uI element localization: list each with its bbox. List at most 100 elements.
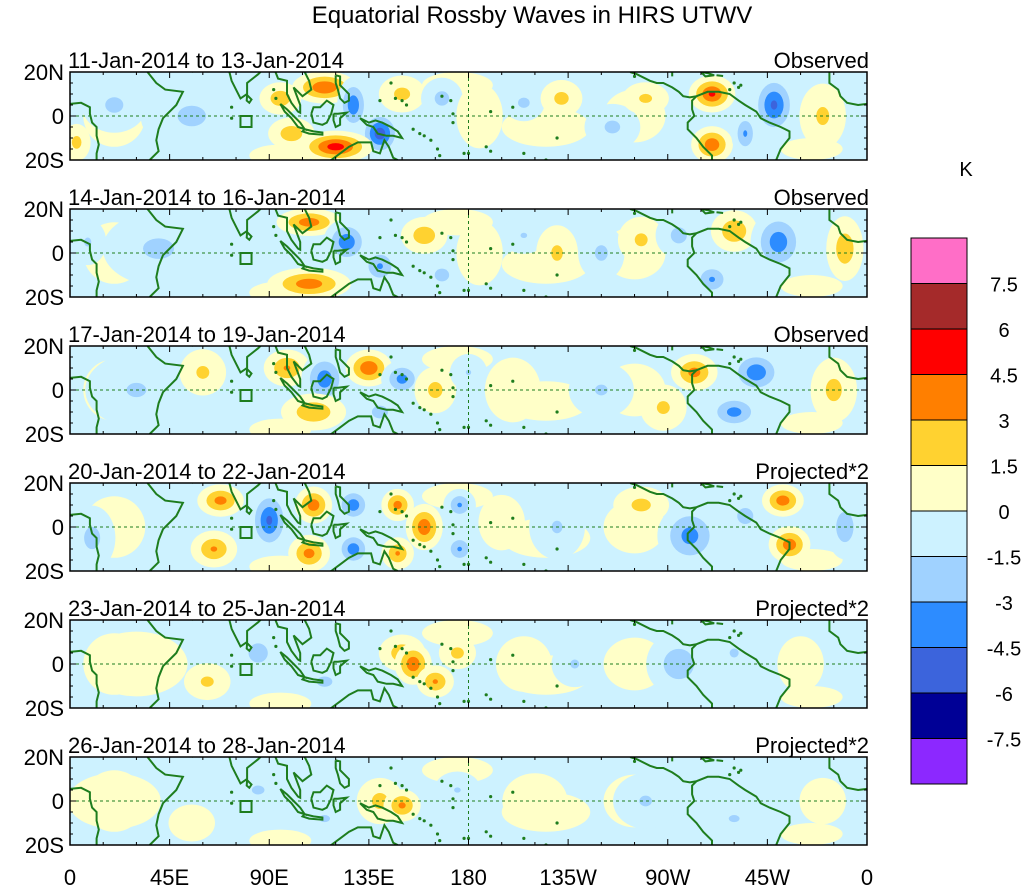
- y-tick-label: 20N: [24, 471, 64, 496]
- coastline: [828, 483, 867, 518]
- island-dot: [272, 362, 276, 366]
- region-box-marker: [239, 115, 253, 128]
- island-dot: [422, 271, 426, 275]
- island-dot: [418, 680, 422, 684]
- coastline: [716, 485, 724, 488]
- island-dot: [449, 373, 453, 377]
- colorbar-swatch: [910, 374, 968, 421]
- island-dot: [230, 527, 234, 531]
- coastlines: [70, 209, 867, 297]
- colorbar-swatch: [910, 328, 968, 375]
- coastline: [334, 485, 350, 516]
- coastline: [828, 209, 867, 244]
- island-dot: [378, 510, 382, 514]
- island-dot: [522, 151, 526, 155]
- island-dot: [422, 819, 426, 823]
- coastline: [686, 95, 713, 160]
- panel-type-label: Observed: [774, 48, 869, 73]
- island-dot: [429, 412, 433, 416]
- island-dot: [484, 282, 488, 286]
- island-dot: [393, 644, 398, 649]
- panel-period-label: 11-Jan-2014 to 13-Jan-2014: [68, 48, 344, 73]
- coastline: [300, 402, 324, 410]
- coastline: [334, 74, 350, 105]
- coastline: [696, 775, 791, 845]
- island-dot: [422, 134, 426, 138]
- island-dot: [484, 419, 488, 423]
- anomaly-cell: [691, 260, 733, 297]
- anomaly-field: [70, 72, 846, 160]
- island-dot: [400, 647, 404, 651]
- coastline: [227, 483, 262, 511]
- coastline: [671, 620, 674, 625]
- island-dot: [400, 236, 404, 240]
- anomaly-cell: [179, 349, 227, 396]
- island-dot: [451, 258, 455, 262]
- island-dot: [489, 423, 493, 427]
- island-dot: [411, 264, 415, 268]
- coastline: [671, 72, 674, 77]
- island-dot: [466, 836, 471, 841]
- coastline: [359, 391, 405, 414]
- island-dot: [411, 675, 415, 679]
- island-dot: [393, 507, 398, 511]
- coastline: [300, 813, 324, 821]
- coastline: [828, 620, 867, 655]
- anomaly-cell: [443, 488, 476, 522]
- island-dot: [274, 507, 278, 511]
- coastline: [310, 647, 335, 674]
- coastline: [332, 385, 350, 403]
- island-dot: [736, 85, 741, 89]
- x-tick-label: 180: [450, 865, 487, 890]
- island-dot: [466, 151, 471, 155]
- panel-period-label: 26-Jan-2014 to 28-Jan-2014: [68, 733, 346, 758]
- island-dot: [462, 562, 466, 567]
- coastline: [328, 685, 399, 708]
- x-tick-label: 90W: [645, 865, 690, 890]
- island-dot: [732, 81, 736, 85]
- panel-type-label: Projected*2: [755, 596, 869, 621]
- anomaly-cell: [334, 530, 372, 568]
- coastline: [696, 90, 791, 160]
- anomaly-cell: [230, 625, 287, 681]
- island-dot: [736, 222, 741, 226]
- coastline: [686, 369, 713, 434]
- colorbar-swatch: [910, 738, 968, 785]
- island-dot: [462, 425, 466, 429]
- island-dot: [451, 249, 455, 253]
- coastline: [359, 665, 405, 688]
- island-dot: [466, 699, 471, 704]
- coastline: [332, 248, 350, 266]
- colorbar-swatch: [910, 237, 968, 284]
- anomaly-cell: [416, 665, 454, 698]
- coastline: [146, 483, 185, 571]
- colorbar-label: 6: [998, 320, 1009, 342]
- anomaly-cell: [706, 393, 763, 431]
- coastline: [671, 346, 674, 351]
- island-dot: [555, 410, 559, 414]
- coastline: [716, 74, 724, 77]
- island-dot: [272, 225, 276, 229]
- anomaly-cell: [259, 82, 302, 115]
- coastlines: [70, 72, 867, 160]
- coastline: [629, 209, 697, 236]
- anomaly-cell: [578, 225, 625, 281]
- coastline: [359, 117, 405, 140]
- coastline: [334, 622, 350, 653]
- y-tick-label: 20N: [24, 60, 64, 85]
- coastline: [310, 236, 335, 263]
- island-dot: [451, 386, 455, 390]
- island-dot: [230, 664, 234, 668]
- weak-anomaly-patch: [780, 275, 843, 297]
- island-dot: [736, 359, 741, 363]
- coastline: [828, 72, 867, 107]
- island-dot: [274, 370, 278, 374]
- coastline: [245, 94, 253, 105]
- island-dot: [230, 801, 234, 805]
- island-dot: [435, 284, 440, 288]
- y-tick-label: 20S: [25, 833, 64, 858]
- panel-type-label: Projected*2: [755, 459, 869, 484]
- anomaly-cell: [750, 209, 807, 275]
- y-tick-label: 20S: [25, 422, 64, 447]
